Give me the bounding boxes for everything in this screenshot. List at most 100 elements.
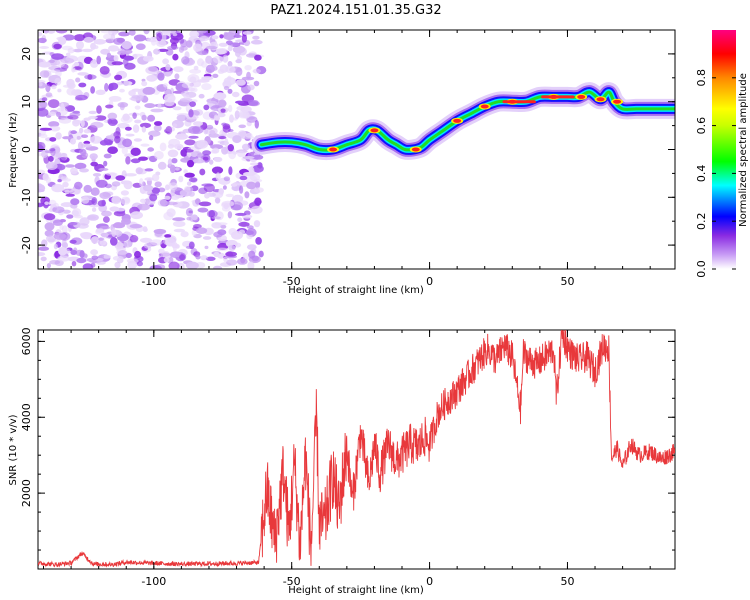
noise-speck	[99, 240, 107, 246]
noise-speck	[153, 228, 167, 235]
noise-speck	[53, 243, 58, 250]
noise-speck	[90, 86, 95, 94]
noise-speck	[196, 139, 209, 149]
noise-speck	[64, 189, 70, 194]
noise-speck	[179, 189, 192, 197]
noise-speck	[96, 105, 102, 114]
x-tick-label: -50	[283, 575, 301, 588]
noise-speck	[111, 61, 124, 66]
noise-speck	[124, 62, 136, 70]
noise-speck	[39, 133, 48, 139]
noise-speck	[123, 55, 134, 61]
noise-speck	[223, 77, 236, 86]
noise-speck	[51, 53, 64, 60]
noise-speck	[44, 222, 55, 231]
noise-speck	[170, 188, 176, 197]
noise-speck	[254, 54, 262, 61]
noise-speck	[73, 214, 83, 219]
noise-speck	[164, 71, 172, 77]
noise-speck	[234, 110, 240, 119]
colorbar-tick-label: 0.6	[695, 117, 708, 135]
noise-speck	[70, 130, 77, 135]
noise-speck	[97, 200, 106, 207]
noise-speck	[246, 116, 258, 123]
noise-speck	[58, 36, 67, 45]
noise-speck	[178, 46, 184, 53]
noise-speck	[99, 192, 111, 199]
noise-speck	[100, 232, 109, 237]
noise-speck	[174, 143, 184, 150]
noise-speck	[151, 173, 160, 182]
noise-speck	[117, 50, 127, 56]
y-tick-label: 10	[20, 95, 33, 109]
noise-speck	[141, 114, 147, 121]
noise-speck	[132, 124, 140, 133]
noise-speck	[247, 261, 255, 269]
noise-speck	[243, 172, 253, 177]
noise-speck	[215, 222, 228, 226]
noise-speck	[51, 84, 57, 90]
noise-speck	[153, 124, 162, 132]
noise-speck	[236, 106, 245, 111]
noise-speck	[135, 43, 146, 50]
noise-speck	[193, 158, 206, 164]
y-tick-label: 2000	[20, 479, 33, 507]
noise-speck	[133, 34, 147, 42]
noise-speck	[83, 129, 91, 134]
noise-speck	[48, 121, 60, 128]
noise-speck	[224, 138, 229, 147]
noise-speck	[242, 156, 255, 160]
noise-speck	[112, 255, 124, 261]
noise-speck	[154, 121, 163, 126]
noise-speck	[125, 252, 132, 259]
noise-speck	[103, 216, 110, 223]
noise-speck	[87, 214, 99, 221]
noise-speck	[190, 87, 198, 93]
noise-speck	[70, 198, 80, 206]
noise-speck	[188, 241, 195, 250]
noise-speck	[191, 214, 198, 221]
noise-speck	[241, 76, 255, 81]
noise-speck	[104, 82, 109, 92]
noise-speck	[150, 239, 163, 246]
noise-speck	[198, 93, 205, 99]
x-tick-label: -100	[141, 275, 166, 288]
noise-speck	[96, 55, 101, 65]
noise-speck	[69, 189, 81, 195]
noise-speck	[130, 211, 144, 220]
noise-speck	[205, 256, 216, 261]
noise-speck	[88, 110, 97, 115]
noise-speck	[174, 73, 180, 80]
noise-speck	[141, 126, 147, 133]
noise-speck	[253, 179, 263, 183]
noise-speck	[118, 31, 130, 37]
colorbar-gradient	[712, 30, 736, 269]
noise-speck	[222, 125, 231, 133]
noise-speck	[162, 58, 170, 65]
noise-speck	[110, 237, 118, 246]
noise-speck	[218, 99, 227, 108]
noise-speck	[70, 138, 76, 145]
noise-speck	[258, 250, 264, 258]
noise-speck	[228, 166, 233, 176]
noise-speck	[220, 108, 226, 113]
noise-speck	[39, 127, 53, 131]
noise-speck	[58, 118, 72, 124]
noise-speck	[122, 138, 133, 148]
noise-speck	[134, 105, 141, 110]
noise-speck	[232, 91, 240, 98]
noise-speck	[191, 229, 197, 236]
noise-speck	[128, 30, 136, 36]
colorbar-tick-label: 0.4	[695, 165, 708, 183]
noise-speck	[142, 226, 148, 230]
noise-speck	[49, 148, 56, 152]
noise-speck	[157, 103, 162, 109]
noise-speck	[65, 52, 71, 57]
noise-speck	[167, 45, 179, 51]
noise-speck	[241, 143, 251, 151]
noise-speck	[159, 142, 167, 152]
noise-speck	[215, 247, 229, 251]
noise-speck	[235, 212, 247, 216]
noise-speck	[52, 219, 63, 226]
noise-speck	[109, 82, 119, 91]
